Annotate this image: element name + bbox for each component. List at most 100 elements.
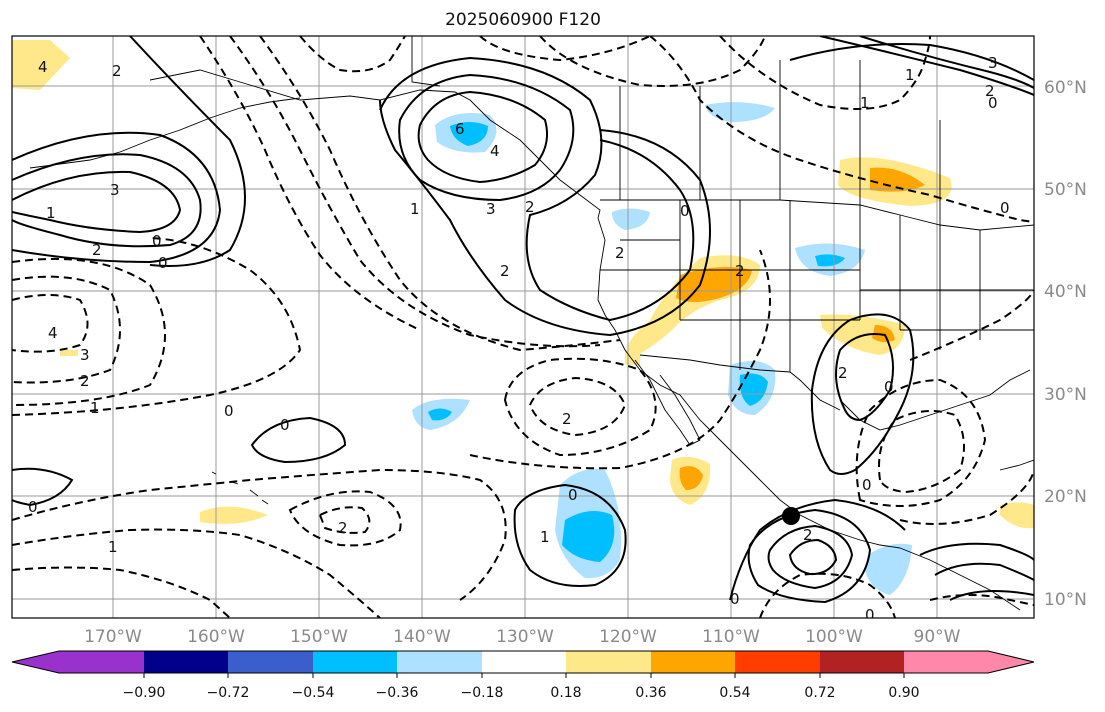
colorbar-segment (397, 651, 482, 673)
positive-shade-region (872, 325, 895, 343)
positive-shade-region (676, 266, 752, 303)
colorbar-segment (59, 651, 144, 673)
colorbar-tick-label: −0.72 (207, 685, 250, 701)
colorbar: −0.90 −0.72 −0.54 −0.36 −0.18 0.18 0.36 … (11, 650, 1035, 701)
contour-dashed (12, 566, 231, 618)
contour-label: 3 (486, 200, 496, 218)
contour-dashed (288, 490, 402, 547)
hawaii-islands (211, 471, 269, 505)
latitude-tick-label: 10°N (1044, 590, 1087, 610)
contour-dashed (229, 36, 601, 348)
colorbar-segment (988, 651, 1034, 673)
contour-label: 1 (860, 94, 870, 112)
contour-label: 2 (338, 519, 348, 537)
longitude-tick-label: 90°W (914, 627, 961, 647)
gulf-of-mexico-coast (839, 369, 1031, 431)
aleutian-islands (29, 97, 301, 169)
contour-dashed (855, 378, 987, 507)
contour-label: 2 (112, 62, 122, 80)
colorbar-segment (904, 651, 988, 673)
colorbar-tick-label: 0.72 (804, 685, 835, 701)
colorbar-ticks (143, 673, 905, 678)
colorbar-tick-label: 0.90 (888, 685, 919, 701)
contour-solid (949, 590, 1034, 601)
longitude-tick-label: 130°W (496, 627, 554, 647)
contour-label: 1 (90, 399, 100, 417)
contour-dashed (299, 36, 406, 73)
contour-solid (129, 36, 246, 267)
negative-shade-region (815, 254, 845, 267)
colorbar-tick-label: −0.36 (376, 685, 419, 701)
central-america-coast (899, 459, 1034, 611)
contour-label: 2 (80, 372, 90, 390)
colorbar-segment (12, 651, 59, 673)
shaded-anomaly-regions (12, 40, 1034, 595)
positive-shade-region (12, 40, 70, 90)
contour-label: 0 (862, 476, 872, 494)
colorbar-segment (735, 651, 820, 673)
contour-label: 3 (80, 346, 90, 364)
latitude-tick-label: 50°N (1044, 180, 1087, 200)
latitude-tick-label: 40°N (1044, 282, 1087, 302)
contour-solid (919, 542, 1034, 561)
colorbar-segment (651, 651, 735, 673)
longitude-tick-label: 120°W (599, 627, 657, 647)
coastlines-and-borders (29, 36, 1034, 611)
map-title: 2025060900 F120 (445, 10, 601, 30)
contour-solid (835, 333, 895, 422)
contour-label: 2 (735, 262, 745, 280)
positive-shade-region (870, 167, 925, 192)
state-lines (600, 200, 1034, 372)
contour-label: 4 (38, 58, 48, 76)
latitude-tick-label: 60°N (1044, 78, 1087, 98)
canada-provinces (619, 60, 941, 225)
contour-dashed (12, 468, 507, 601)
latitude-tick-label: 30°N (1044, 385, 1087, 405)
contour-label: 1 (905, 66, 915, 84)
latitude-tick-label: 20°N (1044, 487, 1087, 507)
contour-solid (859, 36, 1034, 89)
contour-dashed (199, 36, 421, 331)
contour-dashed (12, 528, 381, 618)
contour-solid (417, 90, 548, 184)
contour-lines (12, 36, 1034, 618)
longitude-tick-label: 170°W (84, 627, 142, 647)
contour-dashed (899, 469, 1034, 525)
contour-label: 2 (500, 262, 510, 280)
contour-label: 1 (46, 204, 56, 222)
negative-shade-region (705, 102, 775, 122)
colorbar-segment (566, 651, 651, 673)
positive-shade-region (1000, 502, 1034, 529)
us-canada-border (600, 199, 1034, 231)
contour-solid (767, 524, 854, 590)
colorbar-segment (313, 651, 397, 673)
contour-labels: 4 2 3 1 2 0 0 4 3 2 1 0 6 4 3 2 1 0 2 0 … (28, 54, 1010, 618)
colorbar-tick-label: 0.36 (635, 685, 666, 701)
contour-solid (250, 416, 347, 464)
contour-dashed (12, 237, 302, 416)
contour-label: 1 (410, 200, 420, 218)
contour-label: 2 (803, 526, 813, 544)
colorbar-segment (820, 651, 904, 673)
negative-shade-region (562, 511, 615, 562)
colorbar-segment (228, 651, 313, 673)
contour-solid (934, 562, 1034, 581)
positive-shade-region (625, 350, 640, 365)
contour-solid (379, 56, 695, 322)
contour-solid (379, 99, 711, 337)
positive-shade-region (60, 350, 78, 356)
negative-shade-region (739, 373, 768, 406)
contour-label: 2 (562, 410, 572, 428)
negative-shade-region (428, 408, 452, 421)
colorbar-segment (482, 651, 566, 673)
contour-dashed (503, 357, 657, 457)
negative-shade-region (612, 208, 650, 230)
graticule-lines (12, 36, 1034, 618)
contour-label: 2 (92, 241, 102, 259)
contour-solid (12, 153, 202, 248)
colorbar-tick-label: −0.54 (292, 685, 335, 701)
colorbar-outline (11, 650, 1035, 674)
map-plot-area: 4 2 3 1 2 0 0 4 3 2 1 0 6 4 3 2 1 0 2 0 … (12, 36, 1034, 618)
colorbar-tick-label: 0.18 (550, 685, 581, 701)
